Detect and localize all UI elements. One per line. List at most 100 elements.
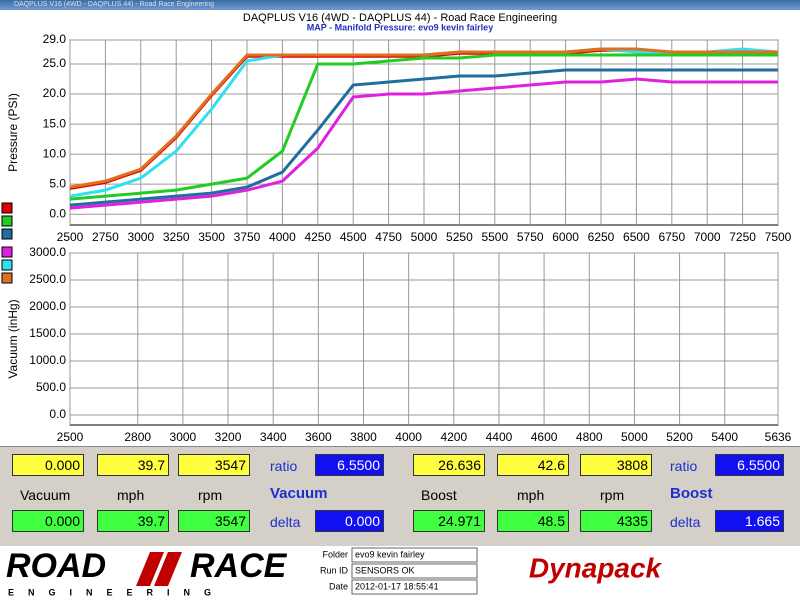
field-value: SENSORS OK (355, 565, 415, 575)
footer: ROAD RACE ENGINEERING Dynapack Folder evo… (0, 546, 800, 600)
x-tick-label: 3000 (127, 230, 154, 244)
legend-swatch (1, 202, 13, 214)
value-box: 0.000 (12, 454, 84, 476)
x-tick-label: 5636 (765, 430, 792, 444)
value-box: 3547 (178, 510, 250, 532)
value-box: 24.971 (413, 510, 485, 532)
x-tick-label: 3200 (215, 430, 242, 444)
value-box: 26.636 (413, 454, 485, 476)
value-box: 0.000 (12, 510, 84, 532)
x-tick-label: 2750 (92, 230, 119, 244)
x-tick-label: 7000 (694, 230, 721, 244)
x-tick-label: 5400 (711, 430, 738, 444)
logo-right: RACE (190, 547, 288, 585)
field-value: evo9 kevin fairley (355, 549, 425, 559)
ratio-label: ratio (670, 458, 698, 474)
x-tick-label: 4000 (269, 230, 296, 244)
data-line (69, 47, 778, 189)
readout-panel: 0.000 Vacuum 0.000 39.7 mph 39.7 3547 rpm 3547 ra… (0, 446, 800, 547)
y-tick-label: 1500.0 (29, 326, 66, 340)
legend-swatch (1, 259, 13, 271)
chart-subtitle: MAP - Manifold Pressure: evo9 kevin fair… (307, 22, 493, 32)
plot-area (69, 252, 779, 426)
field-label: Vacuum (20, 487, 71, 503)
delta-box: 1.665 (715, 510, 784, 532)
group-title: Vacuum (270, 485, 328, 502)
x-tick-label: 7500 (765, 230, 792, 244)
x-tick-label: 4000 (395, 430, 422, 444)
x-tick-label: 3250 (163, 230, 190, 244)
x-tick-label: 4200 (440, 430, 467, 444)
y-tick-label: 3000.0 (29, 245, 66, 259)
x-tick-label: 4600 (531, 430, 558, 444)
title-bar: DAQPLUS V16 (4WD - DAQPLUS 44) - Road Ra… (0, 0, 800, 10)
field-value: 2012-01-17 18:55:41 (355, 581, 439, 591)
field-label: rpm (198, 487, 223, 503)
value-box: 3547 (178, 454, 250, 476)
window-title: DAQPLUS V16 (4WD - DAQPLUS 44) - Road Ra… (14, 1, 214, 8)
y-tick-label: 15.0 (43, 116, 67, 130)
field-label: mph (117, 487, 145, 503)
value-box: 48.5 (497, 510, 569, 532)
x-tick-label: 6250 (588, 230, 615, 244)
y-tick-label: 29.0 (43, 32, 67, 46)
y-tick-label: 5.0 (49, 176, 66, 190)
x-tick-label: 6750 (658, 230, 685, 244)
x-tick-label: 5000 (411, 230, 438, 244)
y-tick-label: 2000.0 (29, 299, 66, 313)
delta-label: delta (670, 514, 701, 530)
ratio-label: ratio (270, 458, 298, 474)
brand: Dynapack (529, 552, 663, 583)
x-tick-label: 5500 (481, 230, 508, 244)
x-tick-label: 3800 (350, 430, 377, 444)
ratio-box: 6.5500 (315, 454, 384, 476)
y-tick-label: 1000.0 (29, 353, 66, 367)
y-tick-label: 2500.0 (29, 272, 66, 286)
value-box: 39.7 (97, 454, 169, 476)
legend-swatch (1, 215, 13, 227)
x-tick-label: 3500 (198, 230, 225, 244)
x-tick-label: 3400 (260, 430, 287, 444)
data-line (69, 53, 778, 201)
legend-swatch (1, 246, 13, 258)
legend-swatch (1, 272, 13, 284)
y-tick-label: 0.0 (49, 407, 66, 421)
logo-left: ROAD (6, 547, 106, 585)
x-tick-label: 5750 (517, 230, 544, 244)
field-box (351, 547, 478, 563)
x-tick-label: 5000 (621, 430, 648, 444)
y-tick-label: 25.0 (43, 56, 67, 70)
group-title: Boost (670, 485, 713, 502)
value-box: 4335 (580, 510, 652, 532)
x-tick-label: 2500 (57, 230, 84, 244)
y-axis-label: Vacuum (inHg) (6, 299, 20, 378)
field-label: Run ID (320, 565, 349, 575)
delta-label: delta (270, 514, 301, 530)
x-tick-label: 2800 (124, 430, 151, 444)
x-tick-label: 3000 (170, 430, 197, 444)
field-box (351, 563, 478, 579)
y-tick-label: 10.0 (43, 146, 67, 160)
y-tick-label: 500.0 (36, 380, 66, 394)
field-box (351, 579, 478, 595)
value-box: 3808 (580, 454, 652, 476)
charts: DAQPLUS V16 (4WD - DAQPLUS 44) - Road Ra… (1, 12, 792, 444)
chart-title: DAQPLUS V16 (4WD - DAQPLUS 44) - Road Ra… (243, 12, 557, 24)
x-tick-label: 4500 (340, 230, 367, 244)
x-tick-label: 2500 (57, 430, 84, 444)
ratio-box: 6.5500 (715, 454, 784, 476)
y-tick-label: 20.0 (43, 86, 67, 100)
logo-stripes (136, 552, 182, 586)
x-tick-label: 6500 (623, 230, 650, 244)
field-label: Date (329, 581, 348, 591)
field-label: Folder (322, 549, 348, 559)
x-tick-label: 7250 (729, 230, 756, 244)
delta-box: 0.000 (315, 510, 384, 532)
x-tick-label: 3750 (234, 230, 261, 244)
x-tick-label: 4400 (486, 430, 513, 444)
field-label: mph (517, 487, 545, 503)
value-box: 42.6 (497, 454, 569, 476)
x-tick-label: 6000 (552, 230, 579, 244)
x-tick-label: 4800 (576, 430, 603, 444)
